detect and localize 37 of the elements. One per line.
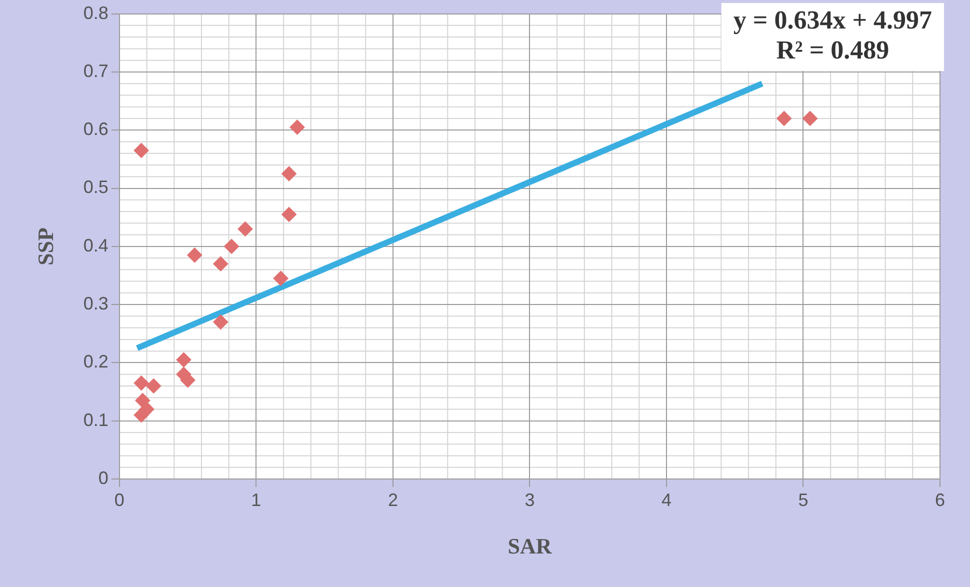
y-tick-label: 0.7 <box>83 60 108 81</box>
y-tick-label: 0.5 <box>83 177 108 198</box>
y-axis-title: SSP <box>32 227 58 266</box>
y-tick-label: 0.6 <box>83 119 108 140</box>
point <box>134 142 149 158</box>
point <box>134 376 149 391</box>
point <box>213 256 228 272</box>
point <box>776 110 792 126</box>
y-tick-label: 0.1 <box>83 410 108 430</box>
point <box>282 166 297 182</box>
y-tick-label: 0.2 <box>83 352 108 372</box>
point <box>176 352 192 368</box>
y-tick-label: 0.4 <box>83 235 108 256</box>
x-tick-label: 0 <box>114 490 124 510</box>
x-tick-label: 6 <box>934 490 946 510</box>
point <box>139 402 154 417</box>
y-tick-label: 0.3 <box>83 294 108 314</box>
point <box>224 238 240 254</box>
annotation: R² = 0.489 <box>776 36 890 65</box>
y-tick-label: 0 <box>98 468 108 488</box>
point <box>290 120 305 135</box>
x-axis-title: SAR <box>508 533 553 558</box>
annotation: y = 0.634x + 4.997 <box>733 6 932 35</box>
x-tick-label: 5 <box>798 490 808 510</box>
y-tick-label: 0.8 <box>83 2 108 23</box>
point <box>146 378 162 394</box>
x-tick-label: 1 <box>251 490 262 510</box>
x-tick-label: 3 <box>524 490 535 510</box>
point <box>282 206 297 222</box>
point <box>238 221 253 236</box>
x-tick-label: 4 <box>661 490 672 510</box>
x-tick-label: 2 <box>388 490 398 510</box>
point <box>213 314 228 330</box>
point <box>273 270 288 286</box>
point <box>802 110 818 126</box>
point <box>135 393 150 408</box>
point <box>187 248 202 263</box>
